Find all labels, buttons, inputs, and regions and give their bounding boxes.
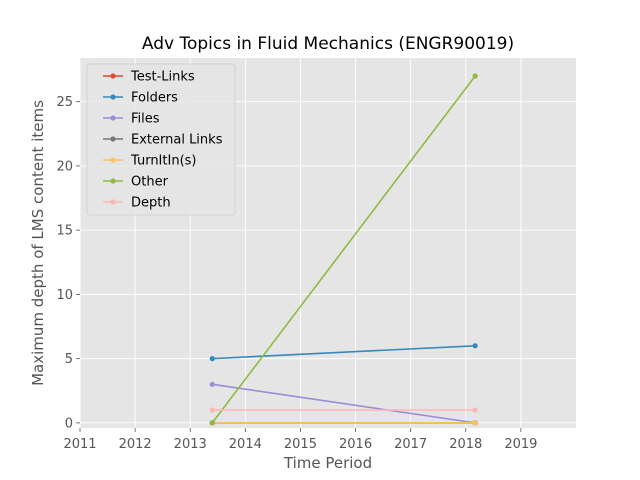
series-other bbox=[209, 73, 478, 426]
y-tick-label: 0 bbox=[65, 416, 73, 431]
y-axis-label: Maximum depth of LMS content items bbox=[29, 100, 47, 386]
series-line-files bbox=[212, 383, 476, 424]
data-point-depth bbox=[472, 407, 478, 413]
legend-item-depth: Depth bbox=[103, 196, 171, 211]
legend-marker bbox=[110, 115, 116, 121]
x-tick-label: 2017 bbox=[394, 437, 427, 452]
legend-label: External Links bbox=[131, 133, 223, 148]
data-point-turnitin-s bbox=[472, 420, 478, 426]
x-tick-label: 2016 bbox=[339, 437, 372, 452]
y-tick-label: 15 bbox=[56, 224, 73, 239]
y-tick-label: 20 bbox=[56, 159, 73, 174]
x-axis-label: Time Period bbox=[283, 454, 372, 472]
legend-marker bbox=[110, 94, 116, 100]
legend: Test-Links Folders Files External Links Turn… bbox=[86, 63, 236, 216]
legend-label: Files bbox=[131, 112, 160, 127]
legend-marker bbox=[110, 136, 116, 142]
x-tick-label: 2015 bbox=[284, 437, 317, 452]
legend-label: Folders bbox=[131, 91, 178, 106]
data-point-other bbox=[209, 420, 215, 426]
series-folders bbox=[209, 343, 478, 362]
x-tick-label: 2012 bbox=[119, 437, 152, 452]
y-tick-label: 25 bbox=[56, 95, 73, 110]
data-point-folders bbox=[472, 343, 478, 349]
legend-item-turnitin-s: TurnItIn(s) bbox=[103, 154, 196, 169]
y-tick-label: 5 bbox=[65, 352, 73, 367]
legend-item-other: Other bbox=[103, 175, 169, 190]
legend-marker bbox=[110, 157, 116, 163]
data-point-folders bbox=[209, 356, 215, 362]
tick-labels: 2011 2012 2013 2014 2015 2016 2017 2018 20190510… bbox=[56, 95, 537, 452]
legend-label: Other bbox=[131, 175, 169, 190]
legend-marker bbox=[110, 199, 116, 205]
x-tick-label: 2014 bbox=[229, 437, 262, 452]
data-point-files bbox=[209, 381, 215, 387]
data-point-depth bbox=[209, 407, 215, 413]
data-point-other bbox=[472, 73, 478, 79]
x-tick-label: 2019 bbox=[504, 437, 537, 452]
x-tick-label: 2011 bbox=[63, 437, 96, 452]
legend-box bbox=[86, 63, 236, 216]
series-layer bbox=[209, 73, 478, 426]
x-tick-label: 2018 bbox=[449, 437, 482, 452]
chart-title: Adv Topics in Fluid Mechanics (ENGR90019… bbox=[142, 34, 514, 54]
legend-item-files: Files bbox=[103, 112, 160, 127]
legend-label: Test-Links bbox=[130, 70, 195, 85]
x-tick-label: 2013 bbox=[174, 437, 207, 452]
legend-label: TurnItIn(s) bbox=[130, 154, 196, 169]
y-tick-label: 10 bbox=[56, 288, 73, 303]
series-depth bbox=[209, 407, 478, 413]
series-line-other bbox=[211, 75, 476, 424]
legend-marker bbox=[110, 178, 116, 184]
legend-label: Depth bbox=[131, 196, 171, 211]
series-line-folders bbox=[212, 344, 476, 360]
legend-item-external-links: External Links bbox=[103, 133, 223, 148]
legend-item-test-links: Test-Links bbox=[103, 70, 195, 85]
legend-marker bbox=[110, 73, 116, 79]
legend-item-folders: Folders bbox=[103, 91, 178, 106]
